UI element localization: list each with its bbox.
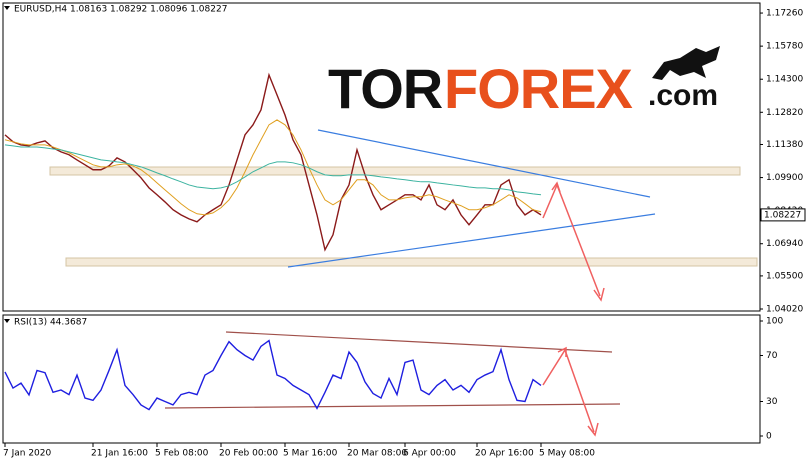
series-line	[4, 144, 542, 196]
x-tick-label: 5 Mar 16:00	[283, 449, 338, 459]
series-line	[4, 72, 542, 252]
logo-tor: TOR	[328, 57, 443, 120]
x-tick-label: 6 Apr 00:00	[403, 449, 456, 459]
x-tick-label: 20 Feb 00:00	[219, 449, 278, 459]
trendline	[164, 403, 621, 409]
x-tick-label: 5 May 08:00	[539, 449, 595, 459]
forecast-arrow	[542, 183, 601, 297]
trendline	[317, 129, 651, 198]
y-tick-label: 1.12820	[766, 108, 803, 118]
logo-bull	[652, 46, 720, 80]
y-tick-label: 1.06940	[766, 239, 803, 249]
y-tick-label: 1.11380	[766, 140, 803, 150]
logo-forex: FOREX	[444, 57, 633, 120]
arrow-head	[593, 287, 605, 302]
support-zone	[65, 257, 758, 267]
x-tick-label: 21 Jan 16:00	[91, 449, 148, 459]
rsi-title: RSI(13) 44.3687	[14, 318, 87, 328]
trendline	[287, 213, 656, 268]
resistance-zone	[49, 166, 741, 176]
logo: TOR FOREX .com	[328, 46, 720, 120]
x-tick-label: 5 Feb 08:00	[155, 449, 209, 459]
arrow-head	[551, 181, 561, 193]
last-price-label: 1.08227	[764, 210, 801, 220]
x-tick-label: 20 Mar 08:00	[347, 449, 407, 459]
arrow-head	[587, 422, 599, 437]
y-tick-label: 30	[766, 397, 778, 407]
forecast-arrow	[542, 348, 595, 433]
collapse-icon	[4, 6, 10, 10]
y-tick-label: 1.05500	[766, 271, 803, 281]
x-tick-label: 20 Apr 16:00	[475, 449, 534, 459]
price-title: EURUSD,H4 1.08163 1.08292 1.08096 1.0822…	[14, 5, 227, 15]
rsi-panel	[2, 314, 761, 444]
forecast-arrows	[542, 181, 605, 437]
y-tick-label: 1.17260	[766, 9, 803, 19]
price-panel	[2, 2, 761, 312]
trendline	[225, 331, 613, 353]
x-tick-label: 7 Jan 2020	[3, 449, 51, 459]
arrow-head	[557, 346, 567, 357]
y-tick-label: 70	[766, 351, 778, 361]
last-price-box	[760, 208, 806, 222]
y-tick-label: 1.09900	[766, 173, 803, 183]
y-tick-label: 0	[766, 432, 772, 442]
series-line	[4, 119, 542, 216]
y-tick-label: 1.14300	[766, 75, 803, 85]
y-tick-label: 1.04020	[766, 304, 803, 314]
y-tick-label: 100	[766, 317, 783, 327]
y-tick-label: 1.15780	[766, 42, 803, 52]
series-line	[4, 339, 542, 411]
collapse-icon	[4, 319, 10, 323]
logo-com: .com	[648, 79, 718, 112]
